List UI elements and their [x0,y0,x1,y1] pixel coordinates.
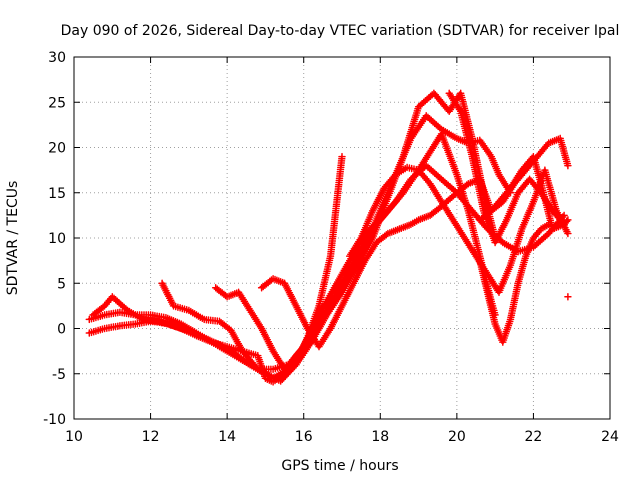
x-tick-label: 14 [218,429,236,445]
series-track-11 [564,293,572,301]
x-tick-label: 20 [448,429,466,445]
chart-title: Day 090 of 2026, Sidereal Day-to-day VTE… [61,23,620,39]
y-tick-label: -10 [43,412,66,428]
series-markers [476,152,572,233]
series-markers [85,130,499,386]
series-track-5 [211,152,346,373]
y-tick-label: -5 [52,367,66,383]
series-markers [476,220,553,346]
y-tick-label: 20 [48,141,66,157]
x-tick-label: 12 [142,429,160,445]
axis-ticks: 10 12 14 16 18 20 22 24 -10 -5 0 5 10 15 20 25 30 [43,50,619,445]
x-axis-label: GPS time / hours [281,458,398,474]
x-tick-label: 22 [525,429,543,445]
y-tick-label: 5 [57,276,66,292]
y-tick-label: 30 [48,50,66,66]
series-markers [345,163,572,297]
series-track-10 [476,220,553,346]
series-track-7 [345,163,572,297]
x-tick-label: 10 [65,429,83,445]
series-track-3 [89,89,499,385]
x-tick-label: 18 [371,429,389,445]
x-tick-label: 24 [601,429,619,445]
series-markers [564,293,572,301]
data-series [85,89,572,386]
series-markers [211,152,346,373]
y-tick-label: 10 [48,231,66,247]
grid-lines [74,57,610,419]
series-track-1 [85,130,499,386]
y-tick-label: 25 [48,95,66,111]
series-track-9 [476,152,572,233]
series-markers [89,89,499,385]
y-tick-label: 15 [48,186,66,202]
y-tick-label: 0 [57,322,66,338]
y-axis-label: SDTVAR / TECUs [5,181,21,296]
x-tick-label: 16 [295,429,313,445]
